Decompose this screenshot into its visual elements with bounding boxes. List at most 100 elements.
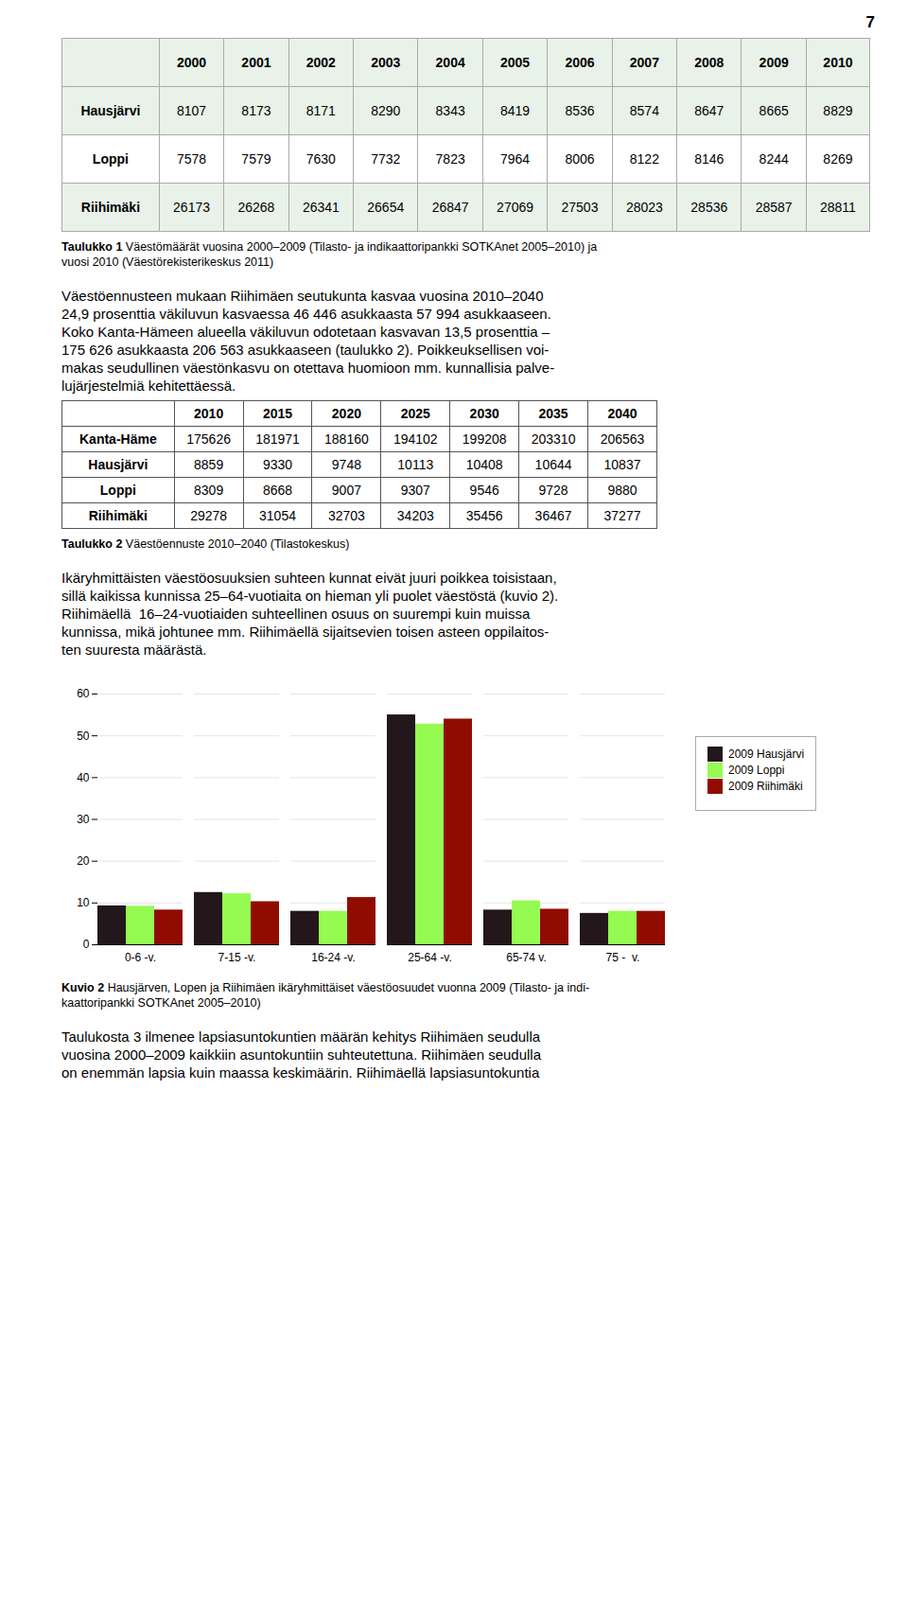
html-text:7579: 7579	[241, 151, 271, 167]
html-text:2000: 2000	[176, 54, 207, 70]
svg-text:75 - v.: 75 - v.	[606, 950, 641, 964]
html-text:Taulukosta 3 ilmenee lapsiasun: Taulukosta 3 ilmenee lapsiasuntokuntien …	[61, 1028, 541, 1045]
html-text:Kanta-Häme: Kanta-Häme	[79, 431, 157, 447]
html-text:Hausjärvi: Hausjärvi	[80, 103, 141, 119]
html-text:ten suuresta määrästä.: ten suuresta määrästä.	[61, 641, 207, 658]
html-text:2040: 2040	[607, 405, 638, 421]
html-text:26654: 26654	[367, 199, 405, 215]
html-text:8290: 8290	[370, 103, 401, 119]
svg-text:0-6 -v.: 0-6 -v.	[124, 950, 157, 964]
svg-text:16-24 -v.: 16-24 -v.	[311, 950, 355, 964]
html-text:37277: 37277	[603, 507, 641, 524]
html-text:sillä kaikissa kunnissa 25–64-: sillä kaikissa kunnissa 25–64-vuotiaita …	[61, 587, 559, 604]
html-text:26173: 26173	[173, 199, 210, 215]
html-text:36467: 36467	[534, 507, 572, 524]
html-text:27069: 27069	[496, 199, 534, 215]
svg-text:0: 0	[83, 937, 90, 951]
html-text:Koko Kanta-Hämeen alueella väk: Koko Kanta-Hämeen alueella väkiluvun odo…	[61, 323, 550, 340]
html-text:7732: 7732	[370, 151, 401, 167]
html-text:Riihimäki: Riihimäki	[88, 507, 148, 524]
html-text:7823: 7823	[435, 151, 466, 167]
svg-text:10: 10	[76, 895, 90, 909]
html-text:7964: 7964	[500, 151, 530, 167]
html-text:8829: 8829	[823, 103, 853, 119]
html-text:9330: 9330	[262, 456, 293, 472]
svg-text:20: 20	[76, 854, 90, 868]
html-text:8244: 8244	[759, 151, 789, 167]
html-text:Hausjärvi: Hausjärvi	[88, 456, 148, 472]
html-text:8859: 8859	[193, 456, 224, 472]
html-text:8343: 8343	[435, 103, 466, 119]
html-text:2030: 2030	[469, 405, 500, 421]
html-text:8107: 8107	[176, 103, 207, 119]
html-text:26341: 26341	[302, 199, 340, 215]
html-text:8269: 8269	[823, 151, 853, 167]
html-text:24,9 prosenttia väkiluvun kasv: 24,9 prosenttia väkiluvun kasvaessa 46 4…	[61, 305, 552, 322]
html-text:203310: 203310	[531, 431, 576, 447]
html-text:2005: 2005	[500, 54, 530, 70]
html-text:7630: 7630	[306, 151, 336, 167]
html-text:28587: 28587	[755, 199, 793, 215]
html-text:makas seudullinen väestönkasvu: makas seudullinen väestönkasvu on otetta…	[61, 359, 555, 376]
html-text:2006: 2006	[565, 54, 595, 70]
html-text:Loppi: Loppi	[92, 151, 129, 167]
html-text:Riihimäki: Riihimäki	[81, 199, 140, 215]
svg-text:30: 30	[76, 812, 90, 826]
html-text:7578: 7578	[176, 151, 207, 167]
html-text:28811: 28811	[820, 199, 856, 215]
html-text:on enemmän lapsia kuin maassa: on enemmän lapsia kuin maassa keskimääri…	[61, 1064, 540, 1081]
html-text:2007: 2007	[629, 54, 660, 70]
html-text:188160: 188160	[324, 431, 369, 447]
html-text:29278: 29278	[190, 507, 228, 524]
html-text:8665: 8665	[759, 103, 789, 119]
html-text:8574: 8574	[629, 103, 660, 119]
svg-text:65-74 v.: 65-74 v.	[506, 950, 546, 964]
html-text:Ikäryhmittäisten väestöosuuksi: Ikäryhmittäisten väestöosuuksien suhteen…	[61, 569, 557, 586]
html-text:2008: 2008	[694, 54, 724, 70]
html-text:27503: 27503	[561, 199, 599, 215]
html-text:8171: 8171	[306, 103, 336, 119]
html-text:8536: 8536	[565, 103, 595, 119]
html-text:34203: 34203	[397, 507, 434, 524]
html-text:2015: 2015	[262, 405, 293, 421]
html-text:Väestöennusteen mukaan Riihimä: Väestöennusteen mukaan Riihimäen seutuku…	[61, 287, 544, 304]
html-text:199208: 199208	[462, 431, 507, 447]
html-text:206563: 206563	[600, 431, 645, 447]
html-text:2001: 2001	[241, 54, 271, 70]
html-text:8006: 8006	[565, 151, 595, 167]
html-text:8419: 8419	[500, 103, 530, 119]
html-text:2020: 2020	[331, 405, 362, 421]
svg-text:40: 40	[76, 770, 90, 785]
html-text:35456: 35456	[466, 507, 503, 524]
html-text:2003: 2003	[370, 54, 401, 70]
html-text:175626: 175626	[186, 431, 231, 447]
html-text:175 626 asukkaasta 206 563 asu: 175 626 asukkaasta 206 563 asukkaaseen (…	[61, 341, 549, 358]
html-text:194102: 194102	[393, 431, 438, 447]
svg-text:25-64 -v.: 25-64 -v.	[407, 950, 452, 964]
html-text:2025: 2025	[400, 405, 431, 421]
svg-text:60: 60	[76, 686, 90, 700]
html-text:28536: 28536	[690, 199, 728, 215]
html-text:2010: 2010	[193, 405, 224, 421]
html-text:32703: 32703	[328, 507, 365, 524]
html-text:181971: 181971	[255, 431, 300, 447]
html-text:vuosina 2000–2009 kaikkiin asu: vuosina 2000–2009 kaikkiin asuntokuntiin…	[61, 1046, 542, 1063]
html-text:2004: 2004	[435, 54, 466, 70]
html-text:kunnissa, mikä johtunee mm. Ri: kunnissa, mikä johtunee mm. Riihimäellä …	[61, 623, 549, 640]
html-text:8173: 8173	[241, 103, 271, 119]
html-text:2002: 2002	[306, 54, 336, 70]
html-text:8647: 8647	[694, 103, 724, 119]
html-text:2010: 2010	[823, 54, 853, 70]
html-text:8146: 8146	[694, 151, 724, 167]
html-text:31054: 31054	[259, 507, 297, 524]
html-text:Riihimäellä 16–24-vuotiaiden s: Riihimäellä 16–24-vuotiaiden suhteelline…	[61, 605, 530, 622]
svg-text:50: 50	[76, 729, 90, 743]
html-text:2035: 2035	[538, 405, 569, 421]
html-text:28023: 28023	[626, 199, 663, 215]
html-text:2009: 2009	[759, 54, 789, 70]
html-text:26847: 26847	[431, 199, 469, 215]
svg-text:7-15 -v.: 7-15 -v.	[218, 950, 257, 964]
html-text:26268: 26268	[237, 199, 275, 215]
html-text:lujärjestelmiä kehitettäessä.: lujärjestelmiä kehitettäessä.	[61, 377, 236, 394]
html-text:8122: 8122	[629, 151, 660, 167]
